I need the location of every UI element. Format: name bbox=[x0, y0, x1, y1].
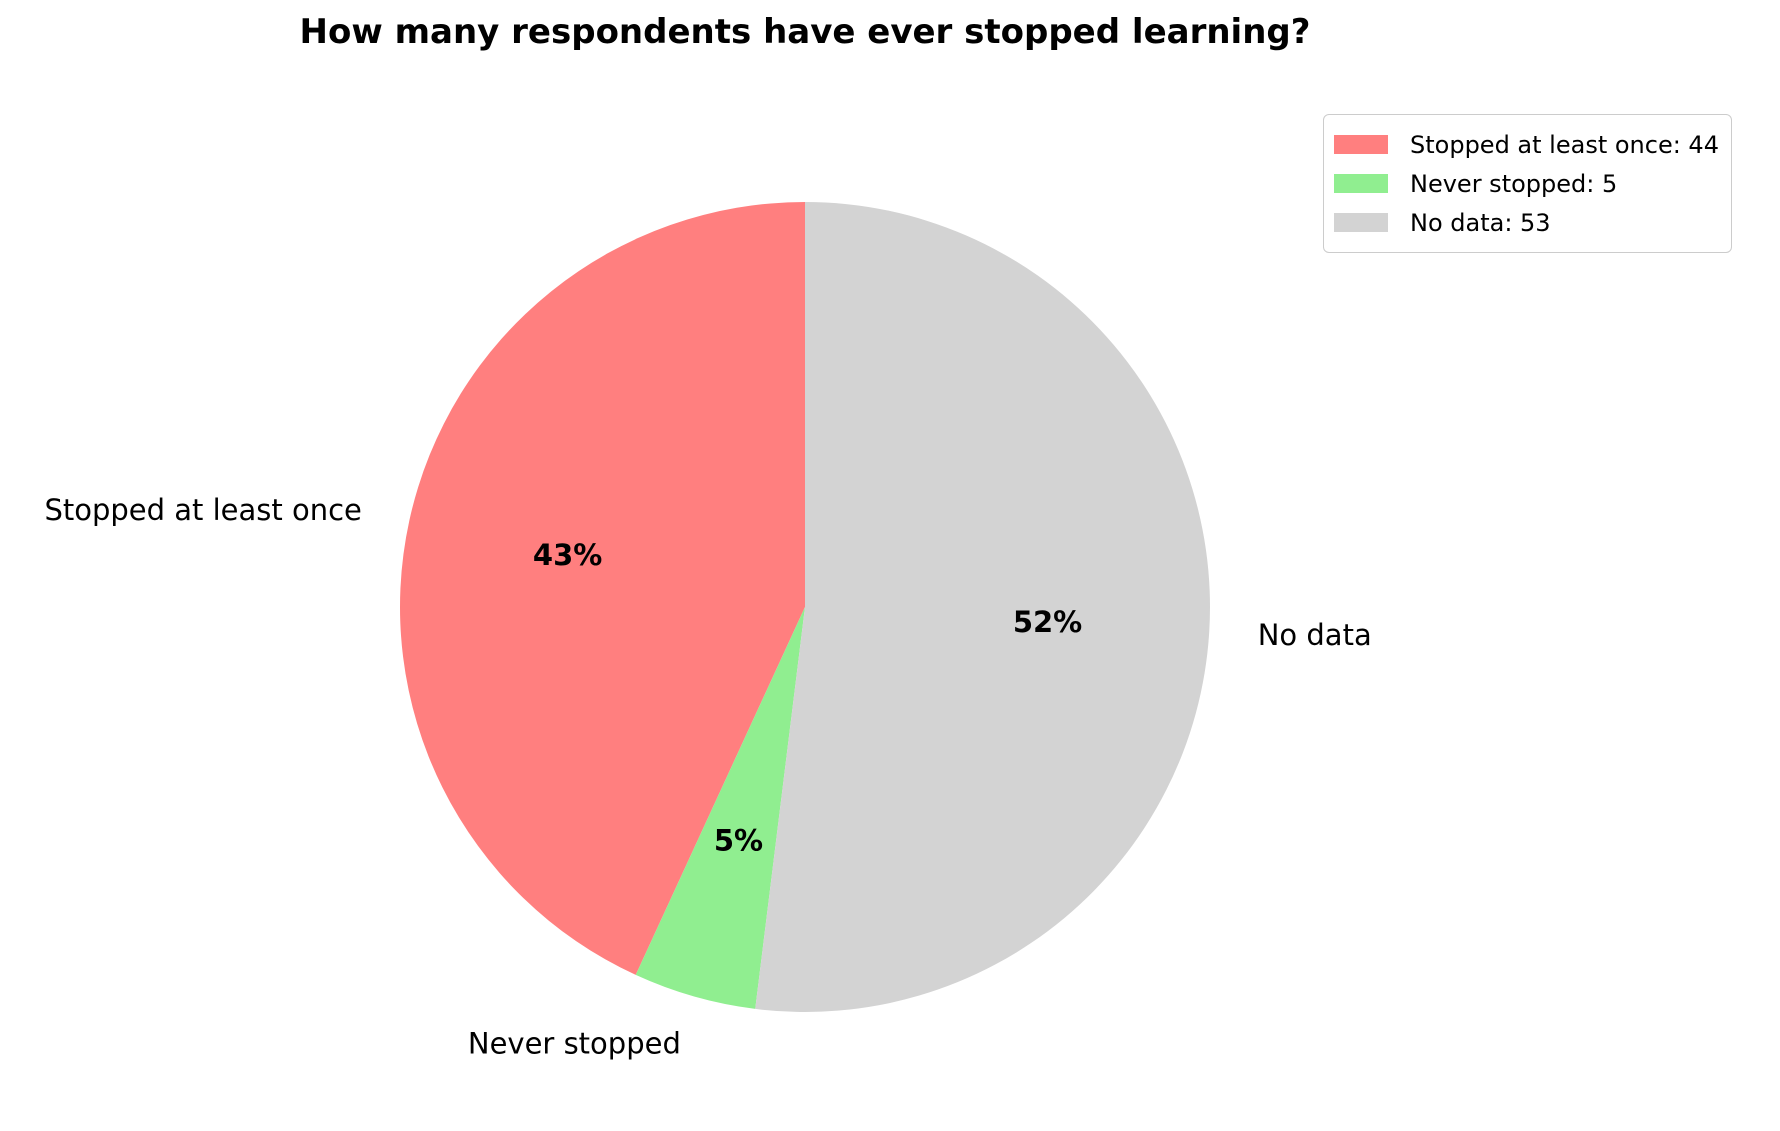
percent-label-no-data: 52% bbox=[1013, 605, 1082, 639]
percent-label-never-stopped: 5% bbox=[714, 824, 763, 858]
legend-label-stopped: Stopped at least once: 44 bbox=[1410, 130, 1719, 159]
category-label-stopped: Stopped at least once bbox=[44, 493, 361, 527]
legend-label-never-stopped: Never stopped: 5 bbox=[1410, 169, 1618, 198]
legend-item-never-stopped: Never stopped: 5 bbox=[1334, 164, 1719, 203]
category-label-no-data: No data bbox=[1258, 618, 1372, 652]
percent-label-stopped: 43% bbox=[533, 538, 602, 572]
pie-slice-no-data bbox=[755, 202, 1210, 1012]
legend-swatch-never-stopped bbox=[1334, 174, 1388, 193]
legend-swatch-no-data bbox=[1334, 213, 1388, 232]
legend-label-no-data: No data: 53 bbox=[1410, 208, 1551, 237]
pie-slice-never-stopped bbox=[635, 607, 805, 1009]
chart-title: How many respondents have ever stopped l… bbox=[299, 12, 1311, 52]
legend: Stopped at least once: 44 Never stopped:… bbox=[1323, 114, 1732, 253]
pie-slice-stopped bbox=[399, 202, 805, 975]
legend-item-no-data: No data: 53 bbox=[1334, 203, 1719, 242]
category-label-never-stopped: Never stopped bbox=[468, 1026, 681, 1060]
legend-item-stopped: Stopped at least once: 44 bbox=[1334, 125, 1719, 164]
legend-swatch-stopped bbox=[1334, 135, 1388, 154]
